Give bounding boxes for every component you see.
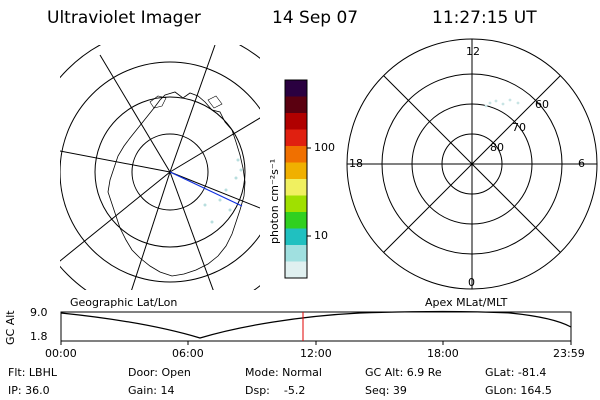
altitude-xtick: 23:59 xyxy=(553,347,585,360)
colorbar-band xyxy=(285,146,307,163)
colorbar-band xyxy=(285,228,307,246)
altitude-xtick: 18:00 xyxy=(427,347,459,360)
status-gain: Gain: 14 xyxy=(128,384,175,397)
mlt-label-18: 18 xyxy=(349,157,363,170)
altitude-ytick: 9.0 xyxy=(30,306,48,319)
status-door: Door: Open xyxy=(128,366,191,379)
status-seq: Seq: 39 xyxy=(365,384,407,397)
colorbar-band xyxy=(285,96,307,114)
altitude-xtick: 12:00 xyxy=(300,347,332,360)
colorbar-band xyxy=(285,195,307,213)
meridian-line xyxy=(60,150,171,173)
altitude-xtick: 06:00 xyxy=(172,347,204,360)
spacecraft-direction-line xyxy=(169,171,243,207)
colorbar-band xyxy=(285,245,307,262)
colorbar-unit-label: photon cm⁻²s⁻¹ xyxy=(268,158,281,244)
colorbar-frame xyxy=(284,79,308,279)
colorbar-band xyxy=(285,212,307,229)
time-label: 11:27:15 UT xyxy=(432,8,537,28)
colorbar-band xyxy=(285,162,307,180)
mlt-label-0: 0 xyxy=(468,276,475,289)
colorbar-tick-label: 100 xyxy=(314,141,335,154)
meridian-line xyxy=(169,171,260,209)
meridian-line xyxy=(169,117,260,173)
app-title: Ultraviolet Imager xyxy=(47,8,201,28)
mlat-label-70: 70 xyxy=(512,121,526,134)
meridian-line xyxy=(99,54,171,173)
altitude-xtick: 00:00 xyxy=(45,347,77,360)
altitude-curve xyxy=(60,310,572,339)
lat-circle-inner xyxy=(131,133,209,211)
meridian-line xyxy=(60,171,171,262)
status-glat: GLat: -81.4 xyxy=(485,366,547,379)
altitude-xaxis-ticks xyxy=(60,341,572,345)
status-ip: IP: 36.0 xyxy=(8,384,50,397)
coastline xyxy=(107,91,246,277)
mlat-label-80: 80 xyxy=(490,141,504,154)
altitude-ytick: 1.8 xyxy=(30,330,48,343)
lat-circle-3 xyxy=(60,61,260,283)
mlt-label-12: 12 xyxy=(466,45,480,58)
mlt-polar-plot xyxy=(346,38,598,290)
left-panel-label: Geographic Lat/Lon xyxy=(70,296,178,309)
date-label: 14 Sep 07 xyxy=(272,8,359,28)
colorbar-tick-label: 10 xyxy=(314,229,328,242)
mlt-line xyxy=(383,75,561,253)
status-glon: GLon: 164.5 xyxy=(485,384,552,397)
colorbar-band xyxy=(285,179,307,196)
status-filter: Flt: LBHL xyxy=(8,366,57,379)
mlat-label-60: 60 xyxy=(535,98,549,111)
colorbar-band xyxy=(285,113,307,130)
right-panel-label: Apex MLat/MLT xyxy=(425,296,508,309)
meridian-line xyxy=(169,45,216,173)
altitude-ylabel: GC Alt xyxy=(4,310,17,345)
status-dsp: Dsp: -5.2 xyxy=(245,384,306,397)
aurora-emission-right xyxy=(484,98,520,108)
meridian-line xyxy=(131,171,171,290)
status-gc-alt: GC Alt: 6.9 Re xyxy=(365,366,442,379)
aurora-emission-left xyxy=(203,158,243,224)
colorbar-band xyxy=(285,261,307,279)
lat-circle-2 xyxy=(94,96,246,248)
colorbar-band xyxy=(285,129,307,147)
geographic-map xyxy=(60,45,260,290)
colorbar-band xyxy=(285,80,307,97)
colorbar xyxy=(285,80,307,279)
mlt-label-6: 6 xyxy=(578,157,585,170)
status-mode: Mode: Normal xyxy=(245,366,322,379)
meridian-line xyxy=(169,171,214,290)
